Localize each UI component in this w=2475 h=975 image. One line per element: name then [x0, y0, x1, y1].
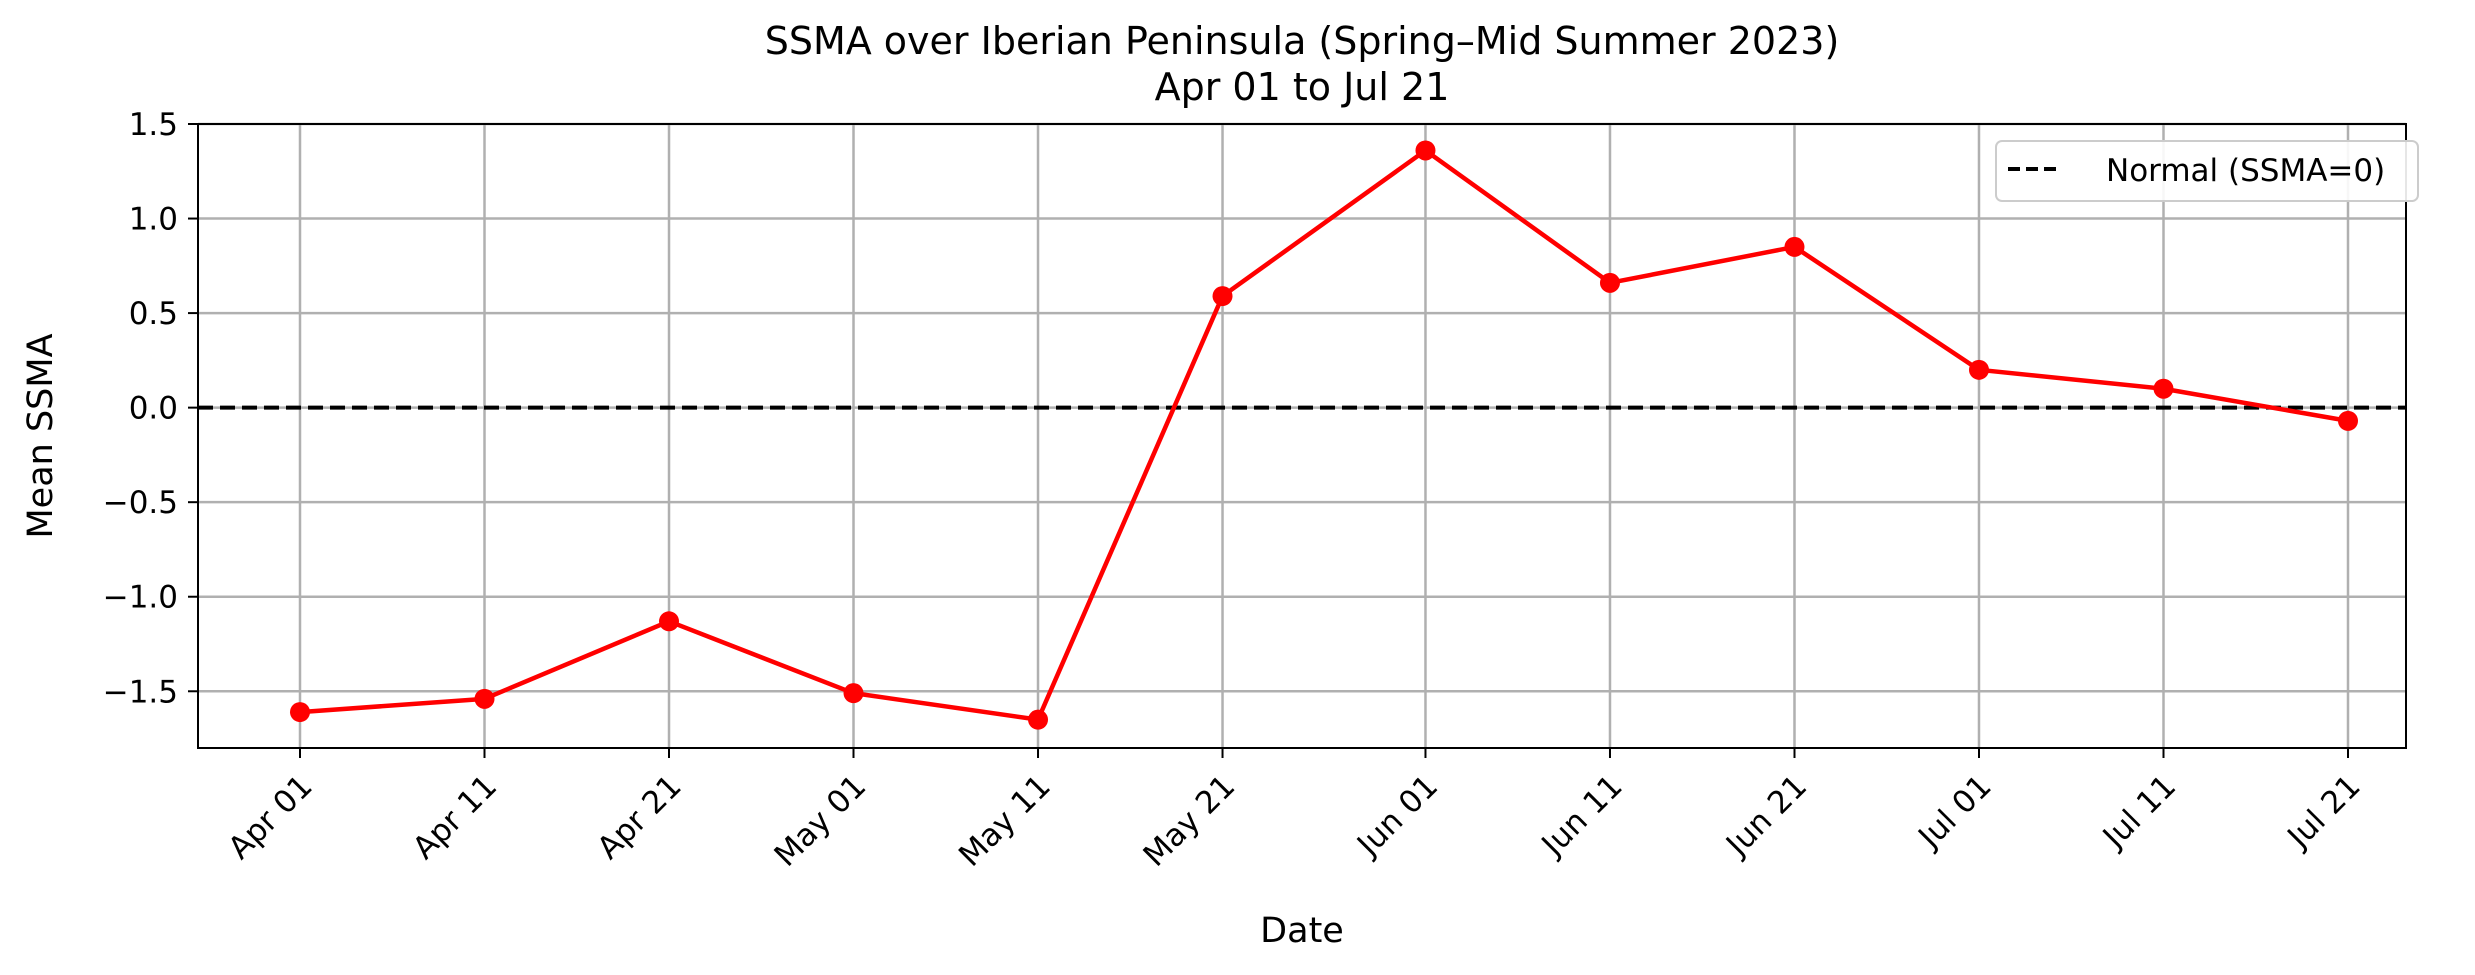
series-line [299, 148, 2349, 722]
x-tick-label: Apr 01 [221, 768, 319, 866]
x-axis-label: Date [1260, 911, 1344, 951]
plot-frame [197, 123, 2407, 749]
x-tick-label: May 01 [768, 768, 874, 874]
y-tick-label: −1.5 [103, 674, 178, 710]
y-tick-label: 0.5 [129, 296, 178, 332]
data-point [659, 611, 680, 632]
grid [198, 122, 2406, 748]
data-point [1599, 272, 1620, 293]
data-point [1968, 359, 1989, 380]
series-layer [290, 140, 2358, 730]
legend: Normal (SSMA=0) [1995, 140, 2419, 202]
y-axis-label: Mean SSMA [21, 333, 61, 538]
data-point [474, 688, 495, 709]
x-tick-label: Jun 01 [1349, 768, 1445, 864]
legend-label: Normal (SSMA=0) [2106, 153, 2385, 189]
data-point [2153, 378, 2174, 399]
y-tick-label: 1.0 [129, 202, 178, 238]
x-tick-label: May 11 [952, 768, 1058, 874]
legend-box [1995, 140, 2419, 202]
data-point [2338, 410, 2358, 431]
y-tick-label: −0.5 [103, 485, 178, 521]
x-tick-label: Apr 11 [406, 768, 504, 866]
chart-title: SSMA over Iberian Peninsula (Spring–Mid … [765, 19, 1840, 63]
x-tick-label: Jul 11 [2095, 768, 2183, 856]
data-point [1028, 709, 1049, 730]
chart-subtitle: Apr 01 to Jul 21 [1155, 65, 1450, 109]
y-tick-label: −1.0 [103, 580, 178, 616]
data-point [290, 702, 310, 723]
x-tick-label: Jul 21 [2279, 768, 2367, 856]
y-tick-label: 1.5 [129, 107, 178, 143]
data-point [843, 683, 864, 704]
data-point [1212, 286, 1233, 307]
data-point [1415, 140, 1436, 161]
x-tick-label: May 21 [1137, 768, 1243, 874]
y-tick-label: 0.0 [129, 391, 178, 427]
x-tick-label: Jul 01 [1910, 768, 1998, 856]
x-tick-label: Apr 21 [590, 768, 688, 866]
x-tick-label: Jun 21 [1718, 768, 1814, 864]
data-point [1784, 236, 1805, 257]
axis-ticks: Apr 01 Apr 11 Apr 21 May 01 May 11 May 21 Jun … [103, 107, 2368, 874]
x-tick-label: Jun 11 [1534, 768, 1630, 864]
